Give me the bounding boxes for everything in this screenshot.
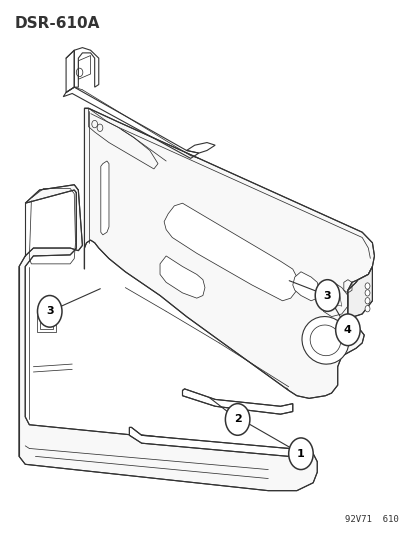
Text: 1: 1 (297, 449, 304, 459)
Circle shape (364, 297, 369, 304)
Polygon shape (19, 185, 316, 491)
Circle shape (364, 290, 369, 296)
Polygon shape (84, 108, 373, 398)
Circle shape (364, 305, 369, 312)
Polygon shape (160, 256, 204, 298)
Text: 2: 2 (233, 415, 241, 424)
Polygon shape (164, 203, 296, 301)
Polygon shape (100, 161, 109, 235)
Circle shape (314, 280, 339, 311)
Text: 4: 4 (343, 325, 351, 335)
Circle shape (335, 314, 359, 345)
Circle shape (288, 438, 313, 470)
Text: 3: 3 (323, 290, 330, 301)
Text: 3: 3 (46, 306, 53, 316)
Circle shape (225, 403, 249, 435)
Ellipse shape (301, 317, 348, 364)
Text: DSR-610A: DSR-610A (15, 16, 100, 31)
Polygon shape (292, 272, 318, 301)
Polygon shape (347, 266, 372, 317)
Text: 92V71  610: 92V71 610 (344, 515, 398, 524)
Polygon shape (182, 389, 292, 414)
Circle shape (38, 295, 62, 327)
Circle shape (364, 283, 369, 289)
Polygon shape (129, 427, 300, 456)
